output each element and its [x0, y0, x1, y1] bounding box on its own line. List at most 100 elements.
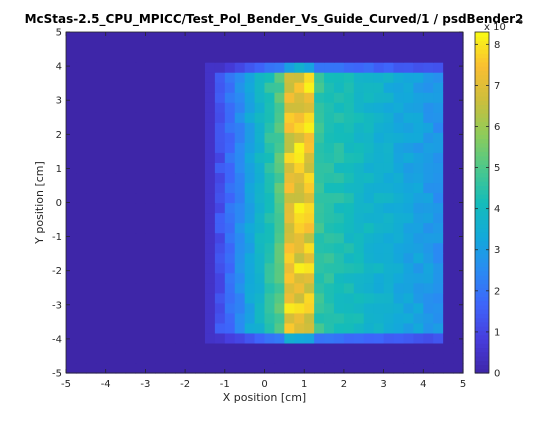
heatmap-cell	[413, 292, 424, 304]
heatmap-cell	[66, 292, 77, 304]
heatmap-cell	[75, 172, 87, 184]
heatmap-cell	[353, 252, 365, 264]
heatmap-cell	[284, 352, 295, 364]
heatmap-cell	[353, 132, 365, 143]
heatmap-cell	[214, 202, 226, 214]
heatmap-cell	[443, 62, 454, 73]
heatmap-cell	[185, 62, 196, 73]
heatmap-cell	[105, 232, 117, 244]
heatmap-cell	[135, 272, 146, 284]
heatmap-cell	[314, 102, 325, 113]
heatmap-cell	[254, 332, 266, 344]
heatmap-cell	[353, 192, 365, 204]
heatmap-cell	[224, 322, 236, 334]
heatmap-cell	[284, 42, 295, 53]
heatmap-cell	[314, 362, 325, 374]
heatmap-cell	[66, 332, 77, 344]
heatmap-cell	[105, 212, 117, 224]
heatmap-cell	[423, 152, 434, 163]
heatmap-cell	[403, 152, 414, 163]
heatmap-cell	[443, 182, 454, 194]
x-tick-label: 2	[341, 379, 347, 390]
heatmap-cell	[254, 292, 266, 304]
heatmap-cell	[145, 342, 156, 354]
heatmap-cell	[244, 72, 256, 83]
heatmap-cell	[383, 152, 395, 163]
heatmap-cell	[403, 142, 414, 153]
heatmap-cell	[105, 42, 117, 53]
y-tick-label: 0	[56, 198, 62, 209]
heatmap-cell	[324, 92, 335, 103]
heatmap-cell	[175, 112, 186, 123]
heatmap-cell	[125, 152, 137, 163]
heatmap-cell	[165, 312, 176, 324]
heatmap-cell	[403, 332, 414, 344]
heatmap-cell	[115, 122, 127, 133]
heatmap-cell	[393, 182, 405, 194]
colorbar-segment	[475, 176, 489, 182]
heatmap-cell	[423, 62, 434, 73]
heatmap-cell	[314, 262, 325, 274]
heatmap-cell	[115, 172, 127, 184]
heatmap-cell	[393, 302, 405, 314]
heatmap-cell	[204, 212, 216, 224]
heatmap-cell	[234, 192, 246, 204]
heatmap-cell	[95, 332, 107, 344]
heatmap-cell	[224, 302, 236, 314]
heatmap-cell	[214, 42, 226, 53]
heatmap-cell	[443, 332, 454, 344]
heatmap-cell	[254, 82, 266, 93]
colorbar-frame	[474, 31, 490, 374]
heatmap-cell	[145, 232, 156, 244]
heatmap-cell	[403, 232, 414, 244]
heatmap-cell	[274, 72, 285, 83]
heatmap-cell	[363, 332, 375, 344]
heatmap-cell	[105, 52, 117, 63]
heatmap-cell	[125, 342, 137, 354]
heatmap-cell	[324, 312, 335, 324]
heatmap-cell	[125, 122, 137, 133]
heatmap-cell	[195, 312, 206, 324]
colorbar-segment	[475, 266, 489, 272]
heatmap-cell	[105, 152, 117, 163]
heatmap-cell	[423, 342, 434, 354]
heatmap-cell	[95, 72, 107, 83]
heatmap-cell	[95, 272, 107, 284]
heatmap-cell	[155, 322, 166, 334]
heatmap-cell	[145, 82, 156, 93]
heatmap-cell	[383, 82, 395, 93]
heatmap-cell	[304, 352, 315, 364]
heatmap-cell	[95, 52, 107, 63]
heatmap-cell	[155, 122, 166, 133]
heatmap-cell	[314, 282, 325, 294]
heatmap-cell	[333, 362, 345, 374]
heatmap-cell	[264, 162, 276, 174]
colorbar-segment	[475, 172, 489, 178]
heatmap-cell	[264, 352, 276, 364]
colorbar-segment	[475, 36, 489, 42]
heatmap-cell	[105, 72, 117, 83]
heatmap-cell	[244, 222, 256, 234]
heatmap-cell	[234, 342, 246, 354]
colorbar-segment	[475, 219, 489, 225]
heatmap-cell	[85, 262, 97, 274]
heatmap-cell	[214, 282, 226, 294]
heatmap-cell	[224, 252, 236, 264]
heatmap-cell	[343, 42, 355, 53]
heatmap-cell	[343, 242, 355, 254]
heatmap-cell	[224, 52, 236, 63]
heatmap-cell	[244, 182, 256, 194]
heatmap-cell	[383, 282, 395, 294]
colorbar-segment	[475, 211, 489, 216]
heatmap-cell	[363, 292, 375, 304]
heatmap-cell	[433, 282, 444, 294]
heatmap-cell	[403, 62, 414, 73]
heatmap-cell	[314, 62, 325, 73]
heatmap-cell	[85, 92, 97, 103]
heatmap-cell	[363, 232, 375, 244]
heatmap-cell	[66, 302, 77, 314]
heatmap-cell	[373, 302, 385, 314]
heatmap-cell	[185, 132, 196, 143]
heatmap-cell	[145, 212, 156, 224]
heatmap-cell	[433, 252, 444, 264]
